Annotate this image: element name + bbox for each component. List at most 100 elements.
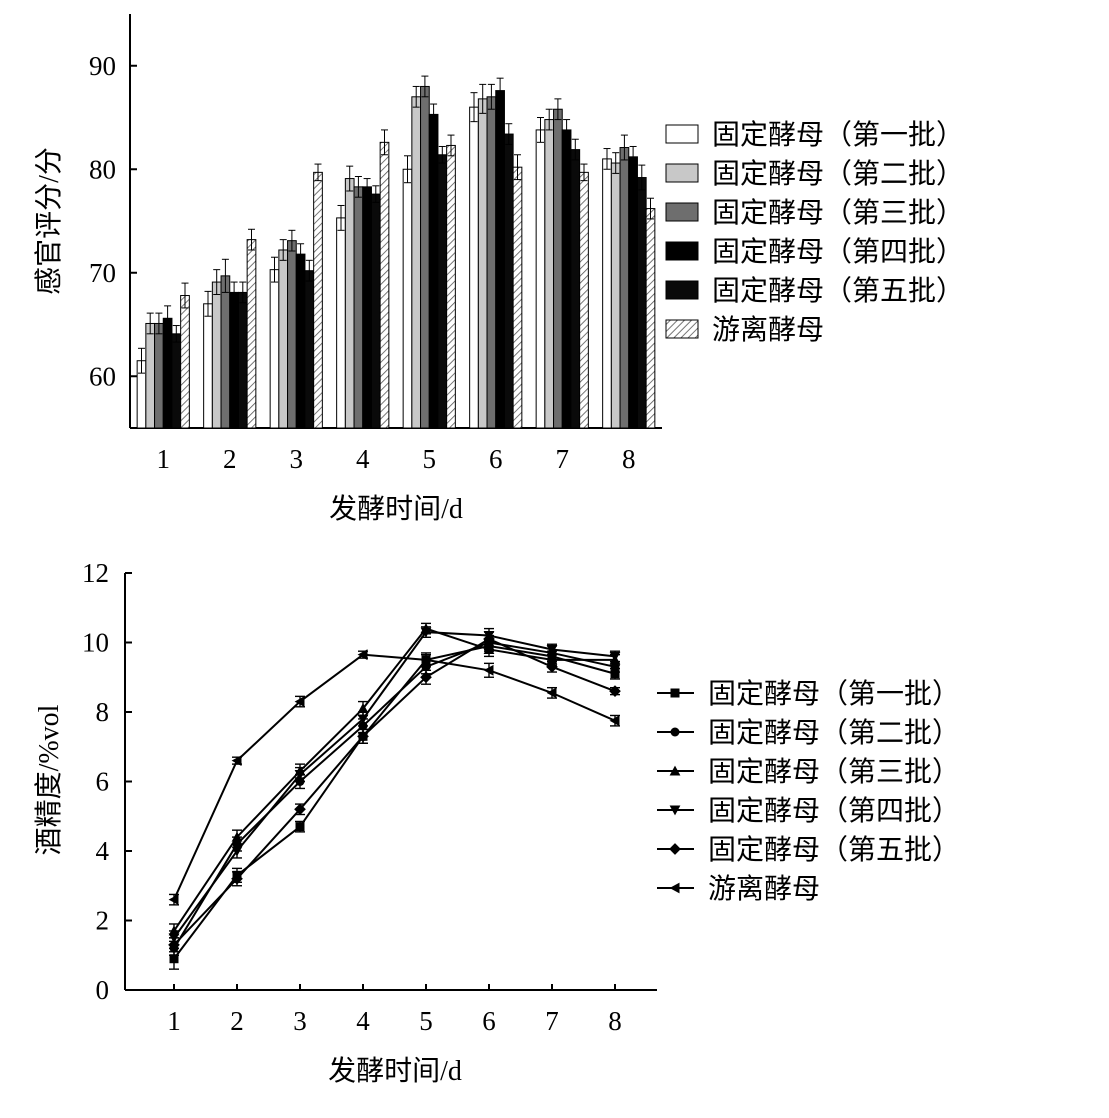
bar	[561, 129, 572, 429]
bar	[145, 322, 156, 429]
line-legend-marker	[669, 765, 681, 776]
bar	[203, 303, 213, 429]
bar-legend-swatch	[665, 280, 699, 300]
bar-y-tick-label: 70	[89, 258, 116, 288]
bar	[295, 253, 306, 429]
line-x-tick-label: 3	[293, 1006, 307, 1036]
data-point	[546, 687, 557, 699]
bar	[602, 158, 612, 429]
bar	[344, 178, 355, 429]
line-legend-label: 固定酵母（第五批）	[708, 834, 960, 866]
data-point	[357, 714, 369, 725]
line-x-tick-label: 4	[356, 1006, 370, 1036]
line-x-tick-label: 6	[482, 1006, 496, 1036]
bar	[171, 333, 182, 429]
bar-legend-swatch	[665, 124, 699, 144]
bar-x-tick-label: 1	[157, 444, 171, 474]
data-point	[609, 651, 621, 662]
data-point	[610, 669, 620, 679]
data-point	[357, 649, 368, 661]
line-x-tick-label: 2	[230, 1006, 244, 1036]
line-y-tick-label: 8	[96, 697, 110, 727]
data-point	[231, 755, 242, 767]
line-legend-marker	[670, 688, 680, 698]
bar	[610, 162, 621, 429]
bar-legend-label: 固定酵母（第四批）	[712, 236, 964, 268]
bar	[503, 133, 514, 429]
bar	[353, 186, 364, 429]
bar	[446, 144, 456, 429]
bar-y-tick-label: 80	[89, 154, 116, 184]
bar	[229, 291, 239, 429]
bar-legend-label: 固定酵母（第五批）	[712, 275, 964, 307]
data-point	[483, 644, 495, 654]
bar-y-tick-label: 90	[89, 51, 116, 81]
data-point	[420, 654, 431, 666]
bar-x-tick-label: 7	[556, 444, 570, 474]
line-x-tick-label: 8	[608, 1006, 622, 1036]
bar-x-axis-label: 发酵时间/d	[329, 493, 463, 525]
line-x-tick-label: 7	[545, 1006, 559, 1036]
line-x-tick-label: 1	[167, 1006, 181, 1036]
bar	[362, 186, 372, 429]
bar	[553, 108, 563, 429]
line-y-axis-label: 酒精度/%vol	[33, 704, 65, 855]
bar-legend-swatch	[665, 202, 699, 222]
series-line	[173, 653, 616, 901]
series-line	[173, 627, 615, 932]
bar	[162, 317, 173, 429]
bar	[411, 96, 422, 429]
data-point	[546, 644, 558, 655]
data-point	[420, 671, 432, 684]
line-y-tick-label: 2	[96, 906, 110, 936]
bar	[180, 295, 190, 429]
bar	[570, 149, 581, 429]
bar-chart: 60 70 80 90 1 2 3 4 5 6 7 8 发酵时间/d 感官评分/分 固定酵母（第一批…	[33, 14, 964, 525]
bar	[154, 322, 164, 429]
bar-x-tick-label: 8	[622, 444, 636, 474]
bar-y-ticks: 60 70 80 90	[89, 51, 137, 391]
data-point	[483, 664, 494, 676]
line-legend-label: 固定酵母（第三批）	[708, 756, 960, 788]
data-point	[231, 846, 243, 857]
line-legend-marker	[669, 843, 681, 855]
bar	[619, 147, 630, 429]
line-legend-label: 游离酵母	[708, 873, 820, 905]
bar-x-ticks: 1 2 3 4 5 6 7 8	[157, 422, 636, 474]
bar-legend-swatch	[665, 319, 699, 339]
data-point	[294, 696, 305, 707]
bar-x-tick-label: 4	[356, 444, 370, 474]
line-legend: 固定酵母（第一批） 固定酵母（第二批） 固定酵母（第三批） 固定酵母（第四批） 固定酵母…	[657, 678, 960, 905]
bar-legend-label: 游离酵母	[712, 314, 824, 346]
line-y-tick-label: 10	[82, 628, 109, 658]
data-point	[168, 894, 179, 906]
bar-x-tick-label: 2	[223, 444, 237, 474]
bar-legend-swatch	[665, 163, 699, 183]
bar	[402, 168, 413, 429]
bar	[278, 249, 289, 429]
line-legend-label: 固定酵母（第二批）	[708, 717, 960, 749]
bar	[477, 98, 488, 429]
bar	[313, 171, 323, 429]
line-legend-marker	[669, 805, 681, 816]
bar	[304, 270, 315, 429]
bar	[469, 106, 479, 429]
bar-legend-label: 固定酵母（第三批）	[712, 197, 964, 229]
bar-legend-swatch	[665, 241, 699, 261]
line-marks	[168, 622, 621, 970]
line-chart-axes	[124, 573, 657, 991]
data-point	[294, 770, 306, 780]
bar	[512, 166, 523, 429]
line-y-tick-label: 6	[96, 767, 110, 797]
data-point	[294, 803, 306, 816]
data-point	[169, 954, 179, 964]
bar-marks	[136, 75, 656, 429]
bar	[428, 113, 439, 429]
data-point	[420, 627, 432, 638]
bar	[636, 177, 647, 429]
bar	[420, 85, 430, 429]
bar-x-tick-label: 3	[290, 444, 304, 474]
bar	[269, 269, 280, 429]
line-legend-label: 固定酵母（第四批）	[708, 795, 960, 827]
